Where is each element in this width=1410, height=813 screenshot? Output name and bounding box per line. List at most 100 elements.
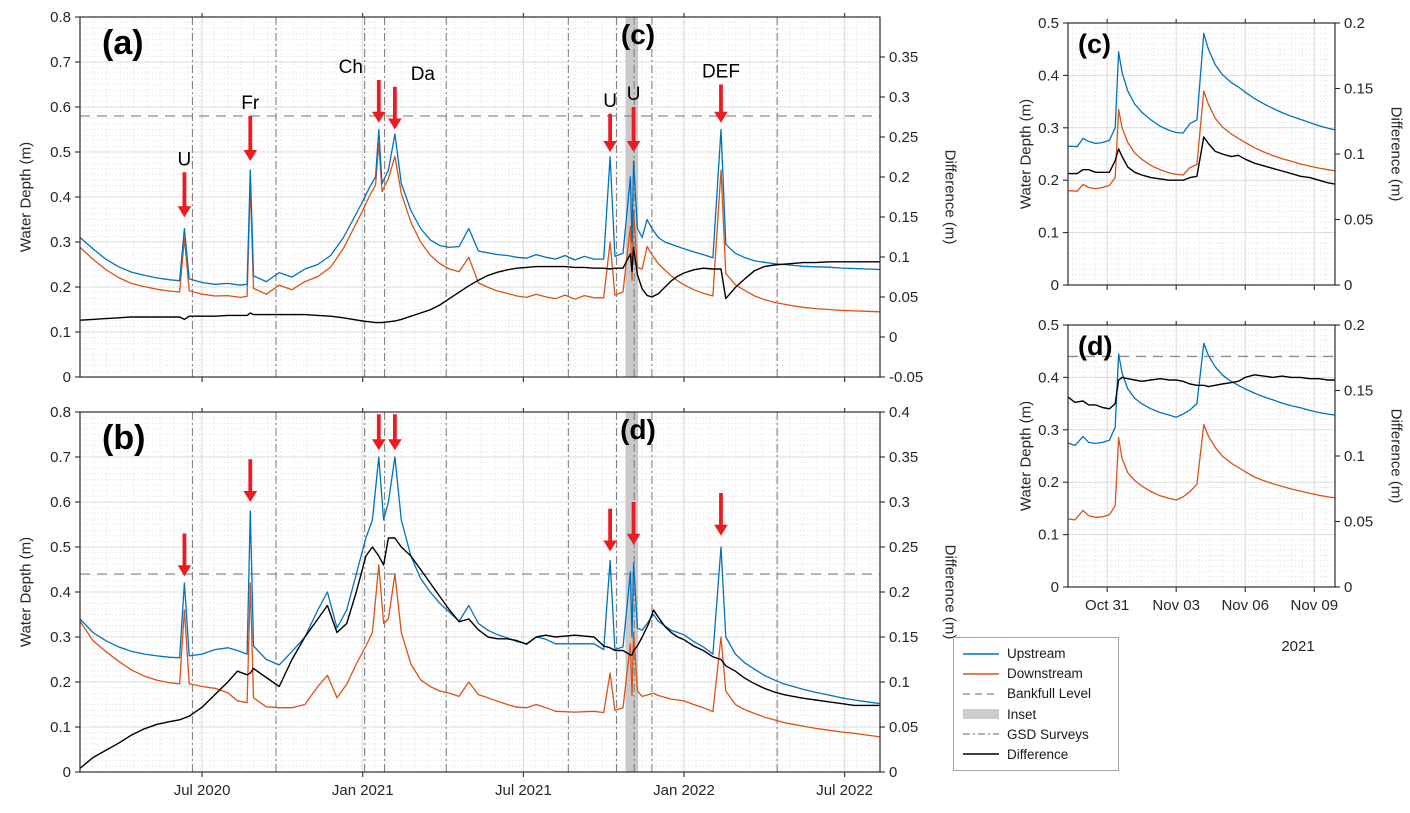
x-tick-label: Nov 06 [1221,597,1269,614]
y-tick-label-left: 0.3 [1038,120,1059,137]
down-arrow-icon [371,111,386,123]
y-tick-label-right: 0.15 [889,629,918,646]
legend-item-bankfull: Bankfull Level [962,685,1110,702]
y-tick-label-right: 0 [889,764,897,781]
y-tick-label-left: 0.2 [1038,172,1059,189]
panel-c: 0 0.1 0.2 0.3 0.4 0.5 0 0.05 0.1 0.15 0.2 [1038,15,1373,294]
y-tick-label-right: 0.25 [889,539,918,556]
y-tick-label-right: 0.2 [889,169,910,186]
y-tick-label-right: 0.1 [1344,146,1365,163]
event-arrow [371,414,386,451]
difference-series-line [79,246,880,324]
event-arrow [388,414,402,451]
major-grid [80,412,880,772]
upstream-line-swatch [963,652,999,655]
y-tick-label-left: 0.4 [50,189,71,206]
gsd-dash-dot-line-swatch [963,733,999,736]
downstream-series-line [79,142,881,313]
event-arrow [626,107,641,152]
y-tick-label-right: 0.2 [889,584,910,601]
difference-line-swatch [963,753,999,756]
panel-a-label: (a) [102,24,144,62]
legend-item-difference: Difference [962,746,1110,763]
y-tick-label-right: 0.15 [889,209,918,226]
event-arrow [177,533,192,577]
down-arrow-icon [388,439,402,451]
x-tick-label: Nov 03 [1152,597,1200,614]
x-tick-label: Jul 2022 [816,782,873,799]
y-tick-label-left: 0.8 [50,9,71,26]
y-tick-label-right: 0.1 [1344,448,1365,465]
y-tick-label-left: 0.8 [50,404,71,421]
legend-item-inset: Inset [962,706,1110,723]
x-tick-label: Jul 2021 [495,782,552,799]
event-label: Fr [241,93,260,114]
panel-d-label: (d) [1078,331,1113,361]
y-tick-label-left: 0.7 [50,449,71,466]
y-tick-label-left: 0.5 [50,144,71,161]
event-arrow [626,502,641,545]
y-tick-label-left: 0.1 [1038,527,1059,544]
y-tick-label-left: 0.1 [1038,225,1059,242]
down-arrow-icon [177,206,192,218]
y-tick-label-right: 0.2 [1344,317,1365,334]
legend-label-bankfull: Bankfull Level [1007,686,1092,702]
event-arrow [714,493,728,536]
inset-ref-d-label: (d) [620,414,656,445]
y-tick-label-left: 0.4 [50,584,71,601]
major-grid [1068,23,1335,285]
y-tick-label-left: 0.4 [1038,369,1059,386]
y-tick-label-left: 0.5 [1038,15,1059,32]
event-arrow [177,172,192,218]
y-tick-label-left: 0.1 [50,719,71,736]
panel-a-ylabel-left: Water Depth (m) [17,141,35,253]
upstream-series-line [1067,32,1336,148]
event-arrow [603,113,617,152]
inset-band [625,412,639,772]
event-label: U [627,84,641,105]
difference-series-line [79,537,880,769]
panel-d-ylabel-left: Water Depth (m) [1017,400,1035,512]
y-tick-label-right: 0 [889,329,897,346]
panel-b: Jul 2020 Jan 2021 Jul 2021 Jan 2022 Jul 2022… [50,404,918,799]
y-tick-label-right: 0.1 [889,249,910,266]
legend-label-difference: Difference [1007,746,1069,762]
event-arrow [714,84,728,123]
y-tick-label-right: 0.2 [1344,15,1365,32]
panel-b-ylabel-right: Difference (m) [941,544,959,640]
legend-label-gsd: GSD Surveys [1007,726,1089,742]
y-tick-label-right: 0 [1344,277,1352,294]
bankfull-dashed-line-swatch [963,693,999,695]
down-arrow-icon [243,491,258,502]
major-grid [1068,325,1335,587]
y-tick-label-left: 0.3 [50,234,71,251]
legend-item-upstream: Upstream [962,645,1110,662]
y-tick-label-left: 0.2 [50,279,71,296]
y-tick-label-left: 0.6 [50,494,71,511]
panel-d-ylabel-right: Difference (m) [1387,408,1405,504]
y-tick-label-left: 0.2 [50,674,71,691]
x-tick-label: Nov 09 [1291,597,1339,614]
down-arrow-icon [626,533,641,545]
y-tick-label-left: 0.6 [50,99,71,116]
difference-series-line [1068,136,1336,185]
panel-a-ylabel-right: Difference (m) [941,149,959,245]
y-tick-label-right: 0.35 [889,449,918,466]
y-tick-label-right: 0.4 [889,404,910,421]
y-tick-label-left: 0.5 [1038,317,1059,334]
y-tick-label-left: 0.3 [50,629,71,646]
y-tick-label-right: -0.05 [889,369,923,386]
y-tick-label-right: 0.15 [1344,81,1373,98]
panel-c-ylabel-right: Difference (m) [1387,106,1405,202]
event-arrow [371,80,386,123]
y-tick-label-left: 0 [1051,579,1059,596]
y-tick-label-left: 0 [63,764,71,781]
down-arrow-icon [714,524,728,536]
inset-band-swatch [963,709,999,720]
panel-d: Oct 31 Nov 03 Nov 06 Nov 09 0 0.1 0.2 0.3 0.4 0.5… [1038,317,1373,614]
y-tick-label-right: 0.05 [1344,514,1373,531]
panel-c-label: (c) [1078,29,1111,59]
y-tick-label-left: 0.3 [1038,422,1059,439]
